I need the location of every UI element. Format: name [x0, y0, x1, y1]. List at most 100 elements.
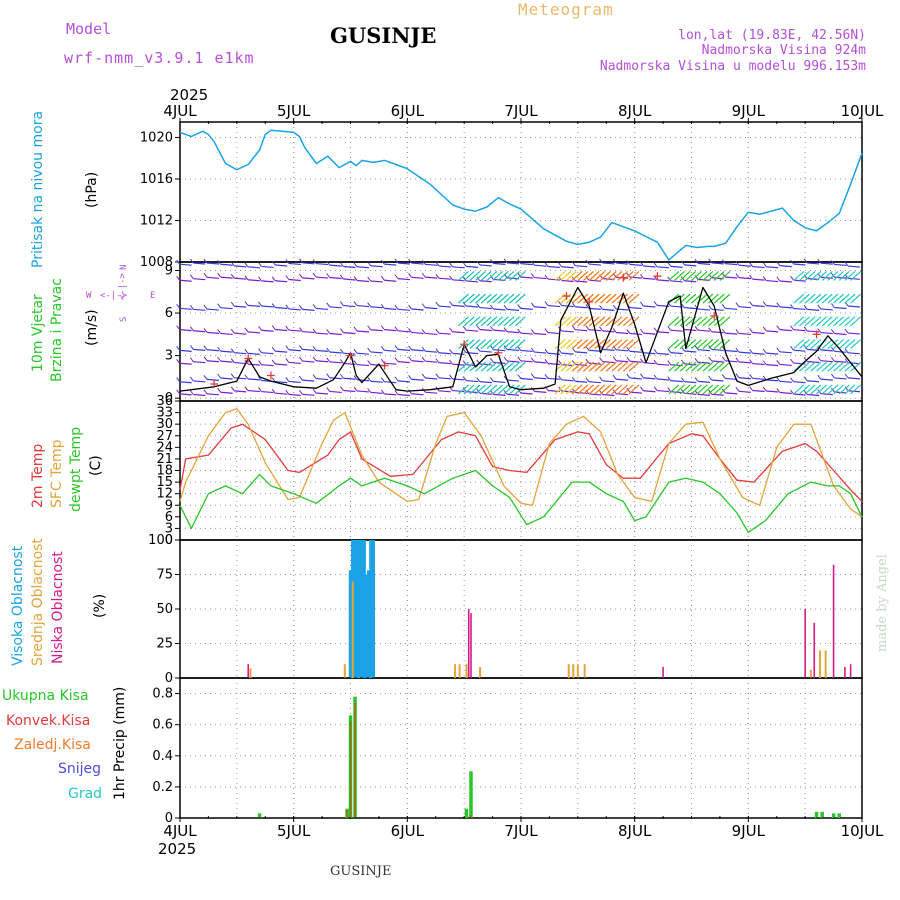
- wind-barb: [643, 362, 656, 365]
- wind-arrow: [617, 384, 629, 395]
- wind-arrow: [566, 270, 577, 281]
- wind-barb: [329, 264, 342, 267]
- wind-barb: [438, 265, 451, 268]
- wind-barb-flag: [367, 261, 372, 267]
- wind-barb: [425, 332, 438, 336]
- wind-barb-flag: [476, 303, 481, 308]
- wind-arrow: [475, 270, 486, 281]
- dewpt-label: dewpt Temp: [68, 427, 84, 512]
- wind-arrow: [600, 339, 611, 349]
- wind-barb: [275, 328, 288, 332]
- wind-barb-flag: [421, 346, 426, 352]
- wind-barb: [206, 349, 220, 352]
- wind-barb-flag: [626, 356, 631, 362]
- wind-barb: [520, 349, 533, 353]
- wind-barb-flag: [640, 261, 644, 267]
- wind-barb: [561, 266, 574, 269]
- wind-barb-flag: [476, 260, 481, 266]
- wind-barb-flag: [326, 347, 331, 353]
- convective-precip-bar: [346, 810, 348, 818]
- wind-barb-flag: [394, 305, 399, 310]
- wind-barb-flag: [394, 357, 399, 362]
- wind-barb: [179, 381, 192, 384]
- wind-barb-flag: [353, 375, 358, 381]
- wind-barb-flag: [394, 345, 399, 350]
- wind-barb: [466, 265, 479, 268]
- wind-barb-flag: [353, 276, 358, 281]
- wind-barb: [206, 262, 220, 265]
- wind-barb: [234, 265, 247, 268]
- wind-barb-flag: [844, 373, 849, 379]
- wind-barb-flag: [326, 373, 331, 379]
- wind-barb-flag: [258, 301, 262, 307]
- wind-barb-flag: [749, 301, 753, 306]
- wind-barb-flag: [803, 326, 808, 332]
- wind-arrow: [827, 339, 839, 349]
- high-cloud-bar: [357, 540, 362, 678]
- wind-barb-flag: [476, 377, 481, 382]
- wind-arrow: [702, 339, 714, 349]
- wind-arrow: [696, 361, 708, 372]
- wind-arrow: [514, 339, 526, 349]
- y-tick-label: 0.6: [152, 718, 173, 733]
- wind-barb: [670, 265, 683, 268]
- mid-cloud-bar: [465, 664, 468, 678]
- wind-barb: [847, 277, 861, 280]
- wind-barb-flag: [626, 260, 631, 265]
- wind-barb-flag: [285, 377, 290, 382]
- wind-barb-flag: [312, 356, 317, 362]
- wind-barb-flag: [790, 325, 794, 330]
- wind-barb-flag: [544, 328, 549, 333]
- wind-barb-flag: [339, 386, 344, 391]
- x-date-label-top: 9JUL: [732, 102, 766, 120]
- wind-barb: [302, 330, 315, 334]
- wind-arrow: [668, 339, 680, 349]
- wind-barb: [670, 351, 683, 355]
- wind-barb: [820, 308, 833, 311]
- wind-arrow: [509, 293, 521, 304]
- wind-barb: [343, 265, 356, 269]
- wind-barb-flag: [230, 273, 235, 279]
- wind-barb-flag: [708, 258, 713, 264]
- wind-barb: [834, 332, 847, 336]
- wind-arrow: [810, 270, 822, 281]
- wind-gust-marker: [346, 351, 355, 360]
- wind-arrow: [458, 316, 469, 327]
- wind-barb-flag: [421, 373, 426, 379]
- wind-barb: [316, 276, 329, 279]
- wind-barb: [534, 264, 547, 267]
- wind-barb-flag: [203, 328, 208, 333]
- wind-barb: [766, 352, 779, 355]
- wind-barb-flag: [271, 276, 276, 282]
- wind-barb: [261, 280, 274, 283]
- wind-barb-flag: [776, 360, 781, 365]
- wind-barb: [397, 330, 410, 333]
- wind-barb: [807, 360, 820, 364]
- compass-e: E: [150, 291, 155, 301]
- wind-barb: [534, 377, 547, 380]
- wind-barb: [534, 276, 547, 280]
- wind-barb-flag: [394, 258, 399, 264]
- wind-barb: [602, 360, 615, 364]
- wind-barb-flag: [326, 273, 331, 278]
- wind-arrow: [719, 316, 731, 327]
- wind-arrow: [611, 361, 623, 372]
- wind-barb: [711, 308, 724, 311]
- wind-arrow: [475, 361, 486, 372]
- wind-arrow: [509, 384, 521, 395]
- wind-arrow: [696, 270, 708, 281]
- wind-barb-flag: [367, 302, 372, 308]
- wind-arrow: [492, 339, 503, 349]
- wind-barb: [397, 262, 410, 265]
- wind-barb: [261, 364, 274, 367]
- mid-cloud-bar: [818, 650, 821, 678]
- wind-barb-flag: [640, 273, 644, 279]
- wind-barb: [643, 390, 656, 393]
- wind-barb: [807, 393, 820, 397]
- wind-barb-flag: [844, 358, 849, 364]
- credit-text: made by Angel: [875, 554, 890, 652]
- wind-barb-flag: [462, 325, 467, 331]
- wind-barb-flag: [230, 373, 235, 379]
- wind-barb-flag: [421, 356, 426, 362]
- wind-barb: [725, 276, 738, 279]
